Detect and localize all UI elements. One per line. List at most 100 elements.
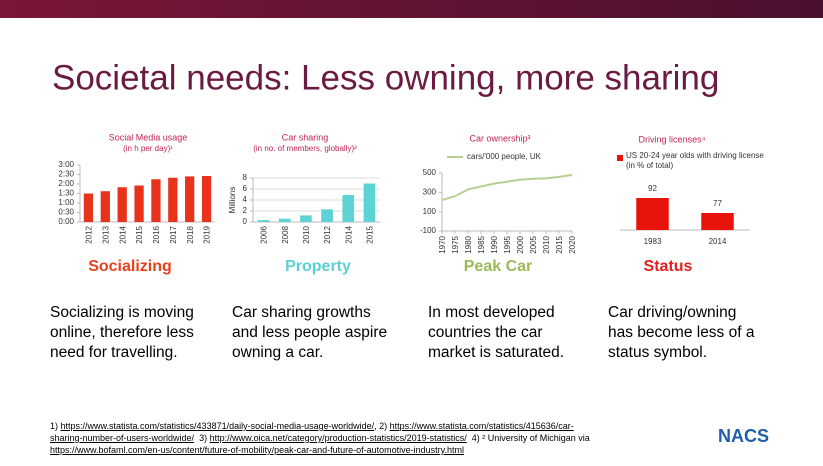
x-tick-label: 1970 [438,235,447,253]
y-tick-label: 0 [243,217,248,226]
x-tick-label: 2020 [568,235,577,253]
y-tick-label: 2:00 [58,179,74,188]
footnote-link[interactable]: http://www.oica.net/category/production-… [209,433,467,443]
x-tick-label: 2015 [366,225,375,243]
y-tick-label: 2 [243,206,248,215]
legend-swatch [617,155,623,161]
panel-caption: Status [644,258,693,275]
chart-title: Car ownership³ [469,133,530,143]
legend-label: US 20-24 year olds with driving license … [626,151,764,170]
y-tick-label: 6 [243,184,248,193]
panel-text: countries the car [428,324,543,341]
data-label: 92 [648,184,657,193]
x-tick-label: 2010 [542,235,551,253]
top-banner [0,0,823,18]
bar [201,176,212,222]
x-tick-label: 2013 [101,225,110,243]
x-tick-label: 2008 [281,225,290,243]
x-tick-label: 2019 [203,225,212,243]
footnote-link[interactable]: https://www.statista.com/statistics/4338… [60,421,375,431]
panel-caption: Property [285,258,351,275]
footnote-line: sharing-number-of-users-worldwide/ 3) ht… [50,433,590,443]
panel-text: owning a car. [232,344,323,361]
panel-text: online, therefore less [50,324,194,341]
chart-title: Driving licenses⁴ [639,134,706,144]
footnote-link[interactable]: https://www.statista.com/statistics/4156… [389,421,574,431]
x-tick-label: 1983 [644,237,662,246]
panel-text: In most developed [428,304,555,321]
bar [134,185,144,222]
bar [151,179,161,222]
chart-title: Car sharing [282,132,329,142]
bar [117,187,127,222]
y-tick-label: 0:00 [58,217,74,226]
panel-text: need for travelling. [50,344,178,361]
x-tick-label: 2017 [169,225,178,243]
x-tick-label: 2012 [323,225,332,243]
panel-text: Car driving/owning [608,304,736,321]
panel-caption: Peak Car [464,258,533,275]
bar [701,213,734,230]
x-tick-label: 2016 [152,225,161,243]
bar [300,215,312,222]
x-tick-label: 2006 [260,225,269,243]
x-tick-label: 1990 [490,235,499,253]
x-tick-label: 2005 [529,235,538,253]
y-tick-label: 1:00 [58,198,74,207]
bar [636,198,669,230]
x-tick-label: 2014 [709,237,727,246]
legend-box: US 20-24 year olds with driving license … [626,151,764,170]
footnote-link[interactable]: https://www.bofaml.com/en-us/content/fut… [50,445,464,455]
y-tick-label: 1:30 [58,189,74,198]
y-tick-label: 100 [423,207,437,216]
y-tick-label: 2:30 [58,170,74,179]
panel-text: Car sharing growths [232,304,371,321]
panel-text: and less people aspire [232,324,387,341]
footnote-link[interactable]: sharing-number-of-users-worldwide/ [50,433,195,443]
y-tick-label: -100 [420,226,437,235]
slide-title: Societal needs: Less owning, more sharin… [52,58,719,97]
x-tick-label: 2014 [118,225,127,243]
panel-text: status symbol. [608,344,707,361]
y-tick-label: 4 [243,195,248,204]
panel-text: has become less of a [608,324,755,341]
x-tick-label: 1995 [503,235,512,253]
data-label: 77 [713,199,722,208]
x-tick-label: 2018 [186,225,195,243]
legend-label: cars/'000 people, UK [467,152,542,161]
x-tick-label: 2012 [85,225,94,243]
bar [321,209,333,222]
footnote-line: https://www.bofaml.com/en-us/content/fut… [50,445,464,455]
x-tick-label: 2015 [555,235,564,253]
x-tick-label: 1980 [464,235,473,253]
bar [278,218,291,222]
x-tick-label: 2014 [344,225,353,243]
y-tick-label: 0:30 [58,208,74,217]
x-tick-label: 2010 [302,225,311,243]
panel-caption: Socializing [88,258,172,275]
footnote-text: 1) [50,421,61,431]
y-tick-label: 3:00 [58,160,74,169]
chart-subtitle: (in no. of members, globally)² [253,144,357,153]
logo: NACS [718,426,769,446]
y-axis-label: Millions [228,187,237,214]
panel-text: Socializing is moving [50,304,194,321]
x-tick-label: 1985 [477,235,486,253]
x-tick-label: 2000 [516,235,525,253]
bar [83,193,94,222]
x-tick-label: 1975 [451,235,460,253]
chart-title: Social Media usage [109,132,188,142]
footnote-line: 1) https://www.statista.com/statistics/4… [50,421,574,431]
footnote-text: 4) ² University of Michigan via [466,433,590,443]
y-tick-label: 8 [243,173,248,182]
chart-subtitle: (in h per day)¹ [123,144,173,153]
bar [363,183,376,222]
bar [342,195,355,222]
x-tick-label: 2015 [135,225,144,243]
bar [168,177,178,222]
bar [100,191,110,222]
footnote-text: , 2) [374,421,390,431]
